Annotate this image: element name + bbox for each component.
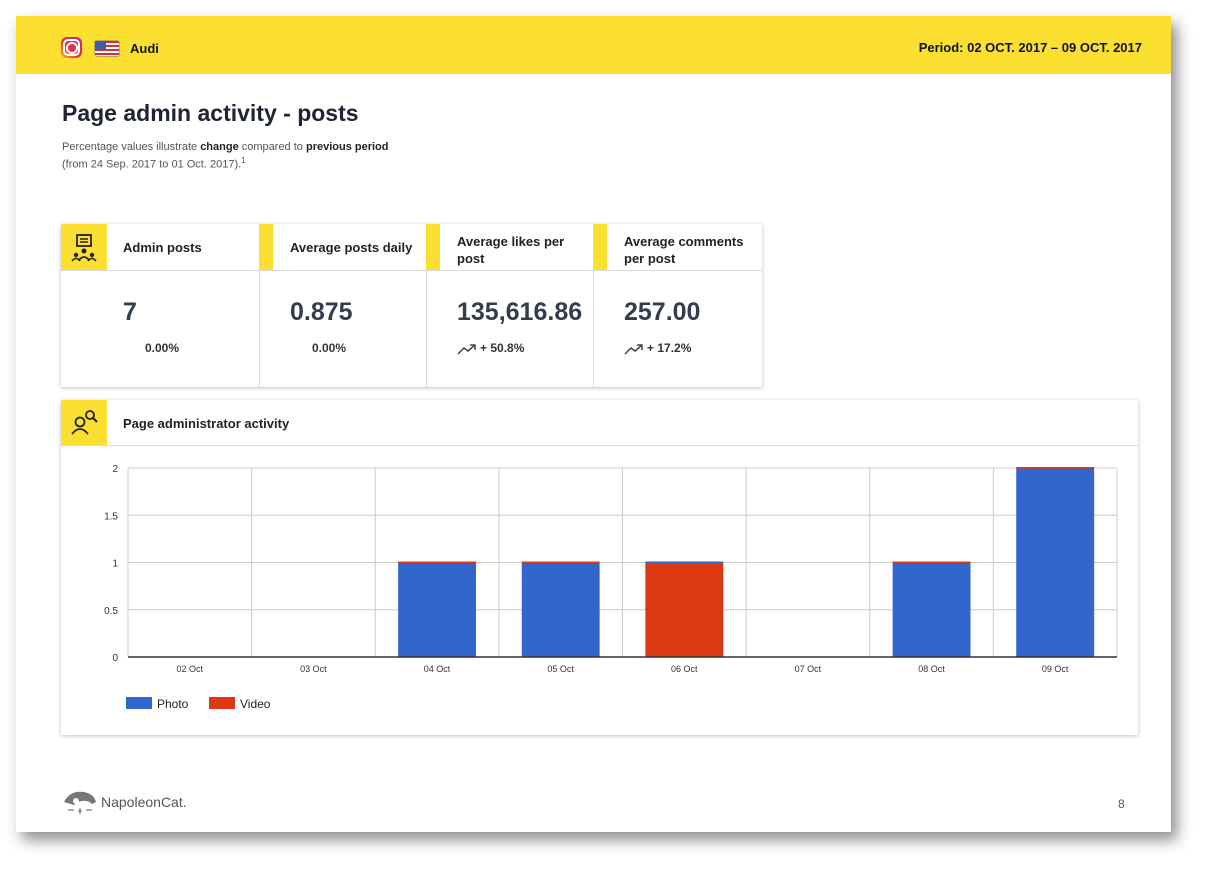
napoleoncat-logo-icon bbox=[64, 791, 96, 814]
user-search-icon bbox=[61, 400, 107, 445]
bar-photo-edge bbox=[645, 561, 724, 564]
legend-swatch-video bbox=[209, 697, 235, 709]
page-subtitle: Percentage values illustrate change comp… bbox=[62, 141, 482, 172]
y-tick-label: 1 bbox=[112, 559, 118, 570]
bar-video-edge bbox=[892, 561, 971, 564]
period: Period: 02 OCT. 2017 – 09 OCT. 2017 bbox=[919, 40, 1142, 55]
footnote-marker: 1 bbox=[241, 156, 246, 165]
kpi-value: 7 bbox=[123, 298, 137, 326]
x-tick-label: 06 Oct bbox=[671, 664, 698, 674]
kpi-admin-posts: Admin posts 7 0.00% bbox=[61, 224, 260, 387]
us-flag-icon bbox=[95, 41, 119, 56]
kpi-change: + 17.2% bbox=[647, 341, 692, 355]
bar-video-edge bbox=[398, 561, 477, 564]
subtitle-text-3: (from 24 Sep. 2017 to 01 Oct. 2017). bbox=[62, 158, 242, 171]
kpi-change-row: + 50.8% bbox=[457, 341, 524, 355]
bar-photo bbox=[892, 562, 971, 657]
bar-chart: 0 0.5 1 1.5 2 02 Oct 03 Oct 04 Oct 05 Oct 06 Oct 0… bbox=[104, 464, 1118, 711]
legend-label-photo: Photo bbox=[157, 697, 189, 711]
kpi-value: 257.00 bbox=[624, 298, 701, 326]
x-tick-label: 02 Oct bbox=[177, 664, 204, 674]
admin-icon bbox=[61, 224, 107, 270]
bar-video-edge bbox=[1016, 467, 1095, 469]
kpi-change: 0.00% bbox=[145, 341, 180, 355]
period-label: Period: bbox=[918, 40, 964, 55]
x-tick-label: 05 Oct bbox=[547, 664, 574, 674]
kpi-value: 0.875 bbox=[290, 298, 353, 326]
header-bar: Audi Period: 02 OCT. 2017 – 09 OCT. 2017 bbox=[16, 16, 1171, 74]
kpi-change-row: + 17.2% bbox=[624, 341, 691, 355]
subtitle-text-2: compared to bbox=[238, 141, 306, 153]
chart-title: Page administrator activity bbox=[123, 416, 290, 431]
period-value: 02 OCT. 2017 – 09 OCT. 2017 bbox=[967, 40, 1142, 55]
kpi-average-posts-daily: Average posts daily 0.875 0.00% bbox=[259, 224, 427, 387]
brand-name: Audi bbox=[130, 41, 159, 56]
x-tick-label: 07 Oct bbox=[795, 664, 822, 674]
bar-photo bbox=[1016, 468, 1095, 657]
kpi-label: Admin posts bbox=[123, 240, 202, 255]
page-number: 8 bbox=[1118, 797, 1125, 811]
x-tick-label: 08 Oct bbox=[918, 664, 945, 674]
kpi-label: Average comments per post bbox=[624, 234, 744, 266]
kpi-value: 135,616.86 bbox=[457, 298, 583, 326]
y-tick-label: 1.5 bbox=[104, 511, 118, 522]
x-tick-label: 03 Oct bbox=[300, 664, 327, 674]
trend-up-icon bbox=[624, 344, 643, 355]
y-tick-label: 0 bbox=[112, 653, 118, 664]
subtitle-bold-1: change bbox=[200, 141, 239, 153]
kpi-label: Average likes per post bbox=[457, 234, 565, 266]
kpi-average-comments: Average comments per post 257.00 + 17.2% bbox=[593, 224, 762, 387]
y-tick-label: 2 bbox=[112, 464, 118, 475]
legend-label-video: Video bbox=[240, 697, 271, 711]
x-tick-label: 04 Oct bbox=[424, 664, 451, 674]
bar-photo bbox=[521, 562, 600, 657]
kpi-change: + 50.8% bbox=[480, 341, 525, 355]
bar-video-edge bbox=[521, 561, 600, 564]
bar-photo bbox=[398, 562, 477, 657]
subtitle-text-1: Percentage values illustrate bbox=[62, 141, 201, 153]
x-tick-label: 09 Oct bbox=[1042, 664, 1069, 674]
kpi-average-likes: Average likes per post 135,616.86 + 50.8… bbox=[426, 224, 594, 387]
page-title: Page admin activity - posts bbox=[62, 100, 359, 126]
bar-video bbox=[645, 562, 724, 657]
y-tick-label: 0.5 bbox=[104, 606, 118, 617]
kpi-label: Average posts daily bbox=[290, 240, 413, 255]
legend-swatch-photo bbox=[126, 697, 152, 709]
instagram-icon bbox=[61, 37, 82, 58]
report-page: Audi Period: 02 OCT. 2017 – 09 OCT. 2017… bbox=[16, 16, 1171, 832]
subtitle-bold-2: previous period bbox=[305, 141, 389, 153]
footer-brand: NapoleonCat. bbox=[101, 794, 187, 810]
kpi-row: Admin posts 7 0.00% Average posts daily … bbox=[61, 224, 762, 387]
admin-activity-card: Page administrator activity 0 0.5 1 1.5 2 02 … bbox=[61, 400, 1138, 735]
kpi-change: 0.00% bbox=[312, 341, 347, 355]
trend-up-icon bbox=[457, 344, 476, 355]
